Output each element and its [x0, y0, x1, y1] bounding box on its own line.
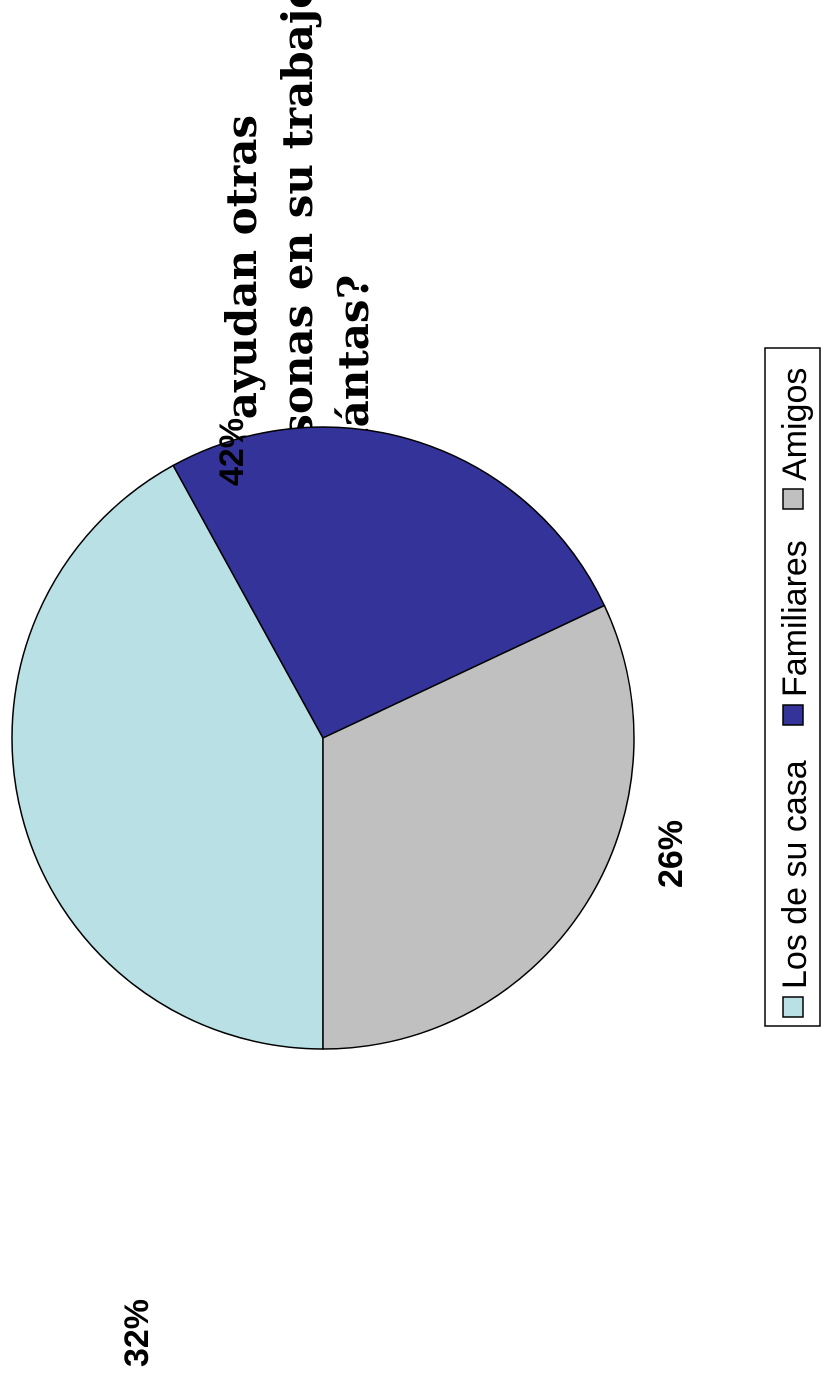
legend-swatch-familiares [782, 704, 804, 726]
pie-slice-familiares [172, 426, 606, 739]
percent-label-amigos: 32% [118, 1299, 156, 1367]
legend-border [764, 347, 821, 1027]
legend-swatch-amigos [782, 488, 804, 510]
pie-slices [11, 426, 635, 1050]
percent-label-los-de-su-casa: 42% [213, 418, 251, 486]
pie-slice-amigos [322, 604, 635, 1050]
legend-label-familiares: Familiares [776, 540, 814, 697]
percent-label-familiares: 26% [652, 820, 690, 888]
chart-title: ¿Lo ayudan otras personas en su trabajo?… [217, 0, 378, 516]
legend-label-amigos: Amigos [776, 368, 814, 481]
percent-labels: 42% 26% 32% [118, 418, 690, 1367]
legend: Los de su casa Familiares Amigos [764, 347, 821, 1027]
legend-label-los-de-su-casa: Los de su casa [776, 760, 814, 989]
legend-swatch-los-de-su-casa [782, 996, 804, 1018]
pie-slice-los-de-su-casa [11, 464, 324, 1050]
